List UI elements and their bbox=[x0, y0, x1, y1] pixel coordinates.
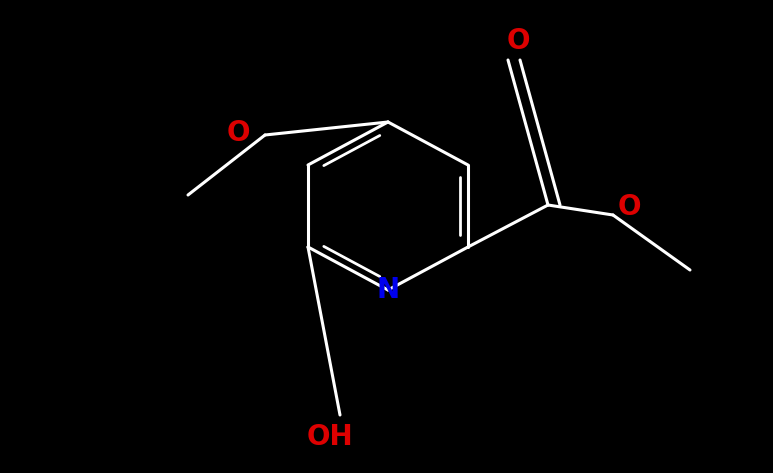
Text: O: O bbox=[618, 193, 642, 221]
Text: O: O bbox=[226, 119, 250, 147]
Text: O: O bbox=[506, 27, 530, 55]
Text: OH: OH bbox=[307, 423, 353, 451]
Text: N: N bbox=[376, 276, 400, 304]
